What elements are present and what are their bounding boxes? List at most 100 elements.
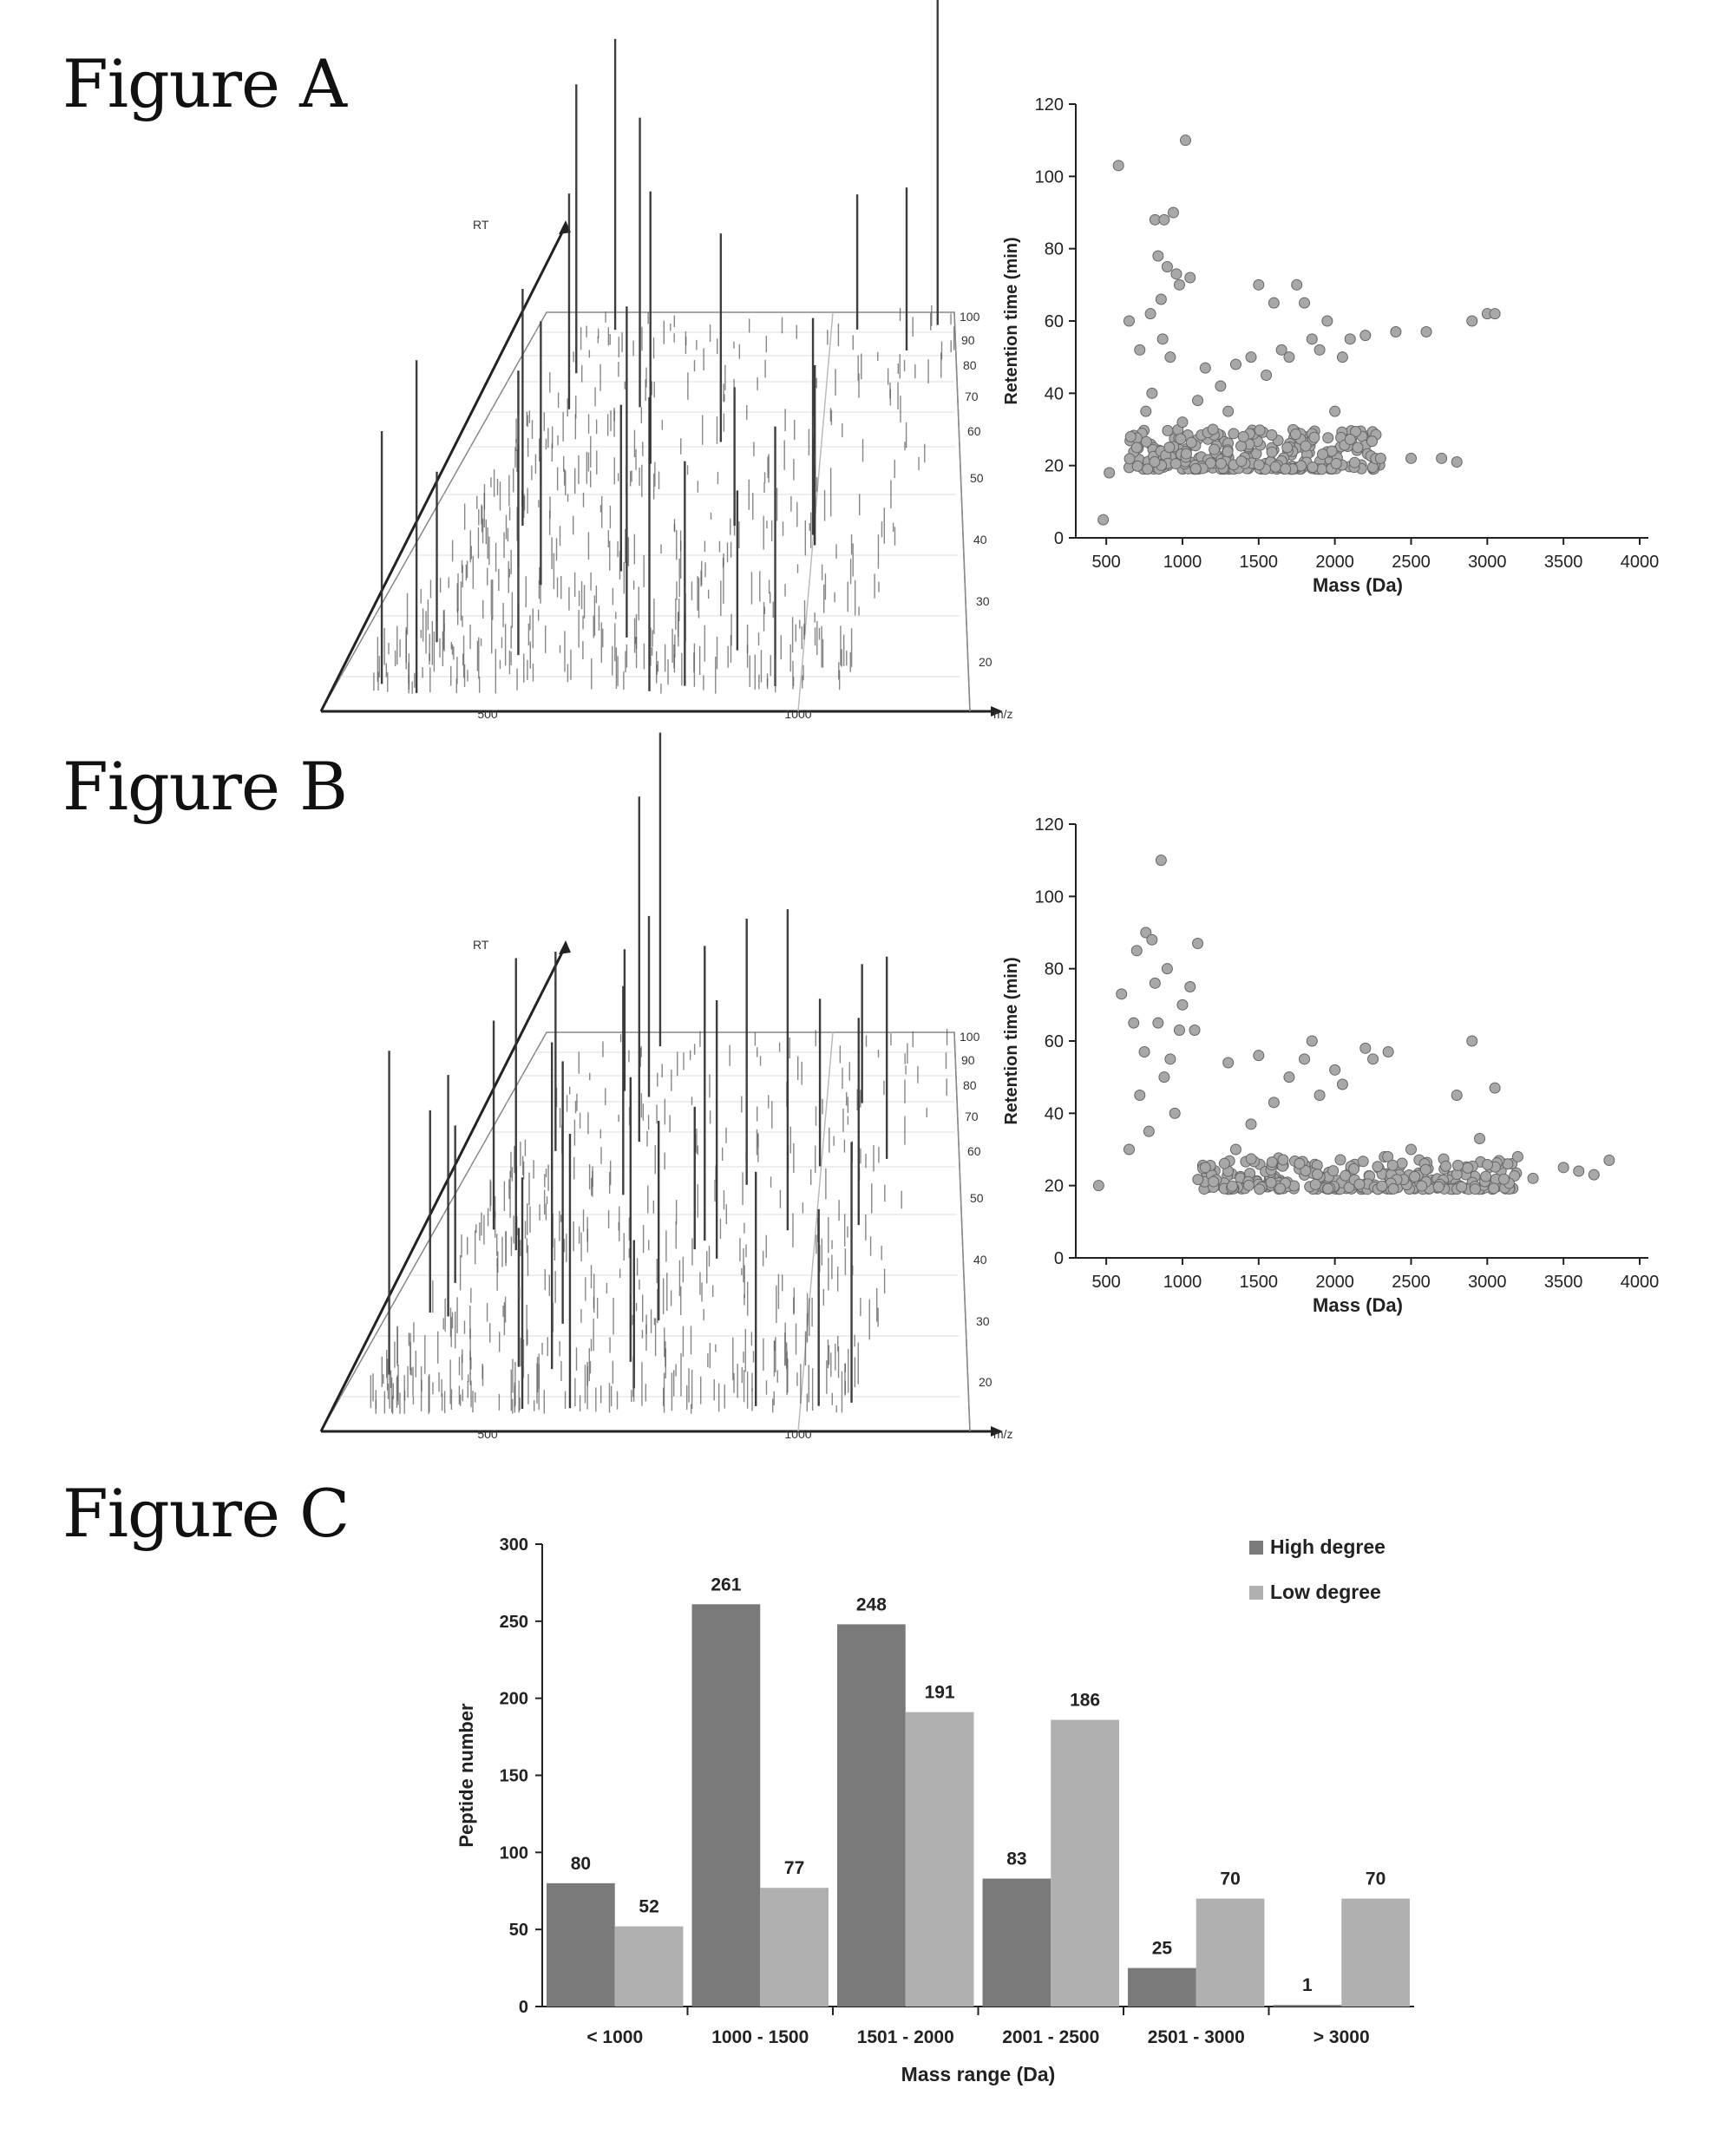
bar-value-label: 248	[856, 1594, 887, 1614]
mz-axis-arrow	[991, 1426, 1003, 1437]
legend-swatch	[1249, 1586, 1263, 1600]
scatter-point	[1192, 395, 1204, 407]
scatter-point	[1222, 1057, 1235, 1069]
scatter-point	[1359, 1042, 1372, 1054]
scatter-point	[1254, 1183, 1266, 1195]
y-tick-label: 200	[500, 1690, 528, 1709]
scatter-point	[1283, 1071, 1295, 1084]
scatter-point	[1432, 1181, 1444, 1193]
scatter-point	[1308, 431, 1320, 443]
scatter-point	[1215, 380, 1227, 392]
scatter-point	[1104, 467, 1116, 479]
scatter-point	[1306, 333, 1318, 345]
scatter-point	[1329, 1064, 1341, 1076]
scatter-point	[1466, 315, 1478, 327]
scatter-point	[1327, 1165, 1340, 1177]
y-tick-label: 40	[1045, 1104, 1064, 1123]
scatter-point	[1352, 442, 1364, 454]
scatter-point	[1123, 315, 1135, 327]
spectrum-3d-b: RT m/z 500 1000 20 30 40 50 60 70 80 90 …	[319, 732, 1013, 1441]
scatter-point	[1299, 1053, 1311, 1065]
scatter-point	[1382, 1046, 1394, 1057]
rt-tick: 80	[963, 358, 977, 372]
scatter-point	[1128, 1017, 1140, 1029]
scatter-point	[1386, 1159, 1399, 1171]
legend-label: Low degree	[1270, 1581, 1381, 1603]
back-plane	[320, 1031, 971, 1432]
bar-value-label: 1	[1302, 1975, 1313, 1995]
x-tick-label: 1501 - 2000	[857, 2027, 954, 2047]
x-tick-label: 2001 - 2500	[1002, 2027, 1099, 2047]
scatter-point	[1164, 351, 1176, 363]
scatter-point	[1199, 1162, 1211, 1174]
scatter-point	[1489, 308, 1501, 320]
scatter-point	[1130, 442, 1143, 454]
y-tick-label: 80	[1045, 960, 1064, 979]
scatter-point	[1366, 435, 1378, 448]
scatter-point	[1130, 945, 1143, 957]
scatter-point	[1312, 1169, 1324, 1181]
rt-tick: 100	[960, 310, 980, 324]
rt-axis-label: RT	[473, 218, 489, 232]
rt-tick: 70	[965, 390, 979, 403]
scatter-point	[1306, 1035, 1318, 1047]
scatter-point	[1440, 1160, 1452, 1172]
scatter-point	[1317, 448, 1329, 461]
scatter-point	[1344, 333, 1356, 345]
scatter-point	[1253, 459, 1265, 471]
scatter-point	[1266, 446, 1278, 458]
right-edge	[953, 1031, 971, 1432]
x-tick-label: 3000	[1468, 1273, 1507, 1292]
legend-swatch	[1249, 1541, 1263, 1555]
bar-value-label: 83	[1006, 1850, 1026, 1869]
scatter-point	[1169, 458, 1182, 470]
scatter-point	[1245, 1118, 1257, 1130]
scatter-point	[1265, 1176, 1277, 1188]
scatter-point	[1357, 1156, 1369, 1168]
scatter-point	[1336, 1078, 1348, 1090]
x-tick-label: 2501 - 3000	[1148, 2027, 1245, 2047]
scatter-point	[1179, 134, 1191, 147]
rt-tick: 20	[979, 655, 992, 669]
bar-high	[547, 1882, 615, 2007]
scatter-point	[1387, 1182, 1399, 1195]
scatter-point	[1268, 1097, 1280, 1109]
rt-axis	[319, 945, 567, 1432]
scatter-point	[1092, 1180, 1104, 1192]
spectrum-peaks	[370, 732, 948, 1414]
scatter-point	[1228, 428, 1240, 440]
scatter-point	[1436, 452, 1448, 464]
y-tick-label: 120	[1035, 815, 1064, 835]
x-tick-label: 4000	[1621, 553, 1660, 572]
rt-tick: 90	[961, 333, 975, 347]
x-tick-label: > 3000	[1313, 2027, 1370, 2047]
x-tick-label: 500	[1091, 1273, 1120, 1292]
x-tick-label: 3500	[1544, 553, 1583, 572]
scatter-point	[1134, 1090, 1146, 1101]
spectrum-frame	[319, 0, 1003, 717]
x-tick-label: 2000	[1315, 1273, 1354, 1292]
mz-axis-label: m/z	[993, 1427, 1013, 1441]
scatter-point	[1348, 1162, 1360, 1175]
rt-tick: 100	[960, 1030, 980, 1044]
scatter-point	[1253, 1050, 1265, 1062]
scatter-point	[1261, 370, 1273, 381]
scatter-point	[1152, 1017, 1164, 1029]
scatter-point	[1334, 1154, 1346, 1166]
scatter-point	[1146, 387, 1158, 399]
y-tick-label: 0	[1054, 1249, 1064, 1268]
scatter-point	[1462, 1162, 1474, 1174]
scatter-point	[1488, 1182, 1500, 1195]
y-tick-label: 80	[1045, 240, 1064, 259]
y-tick-label: 40	[1045, 384, 1064, 403]
rt-tick: 60	[967, 424, 981, 438]
mz-axis-label: m/z	[993, 707, 1013, 721]
scatter-point	[1192, 1174, 1204, 1186]
scatter-point	[1336, 351, 1348, 363]
scatter-point	[1245, 1153, 1257, 1165]
bar-low	[614, 1926, 684, 2007]
scatter-point	[1149, 977, 1161, 989]
scatter-point	[1189, 462, 1202, 475]
scatter-point	[1419, 1163, 1431, 1175]
bar-low	[760, 1888, 829, 2007]
